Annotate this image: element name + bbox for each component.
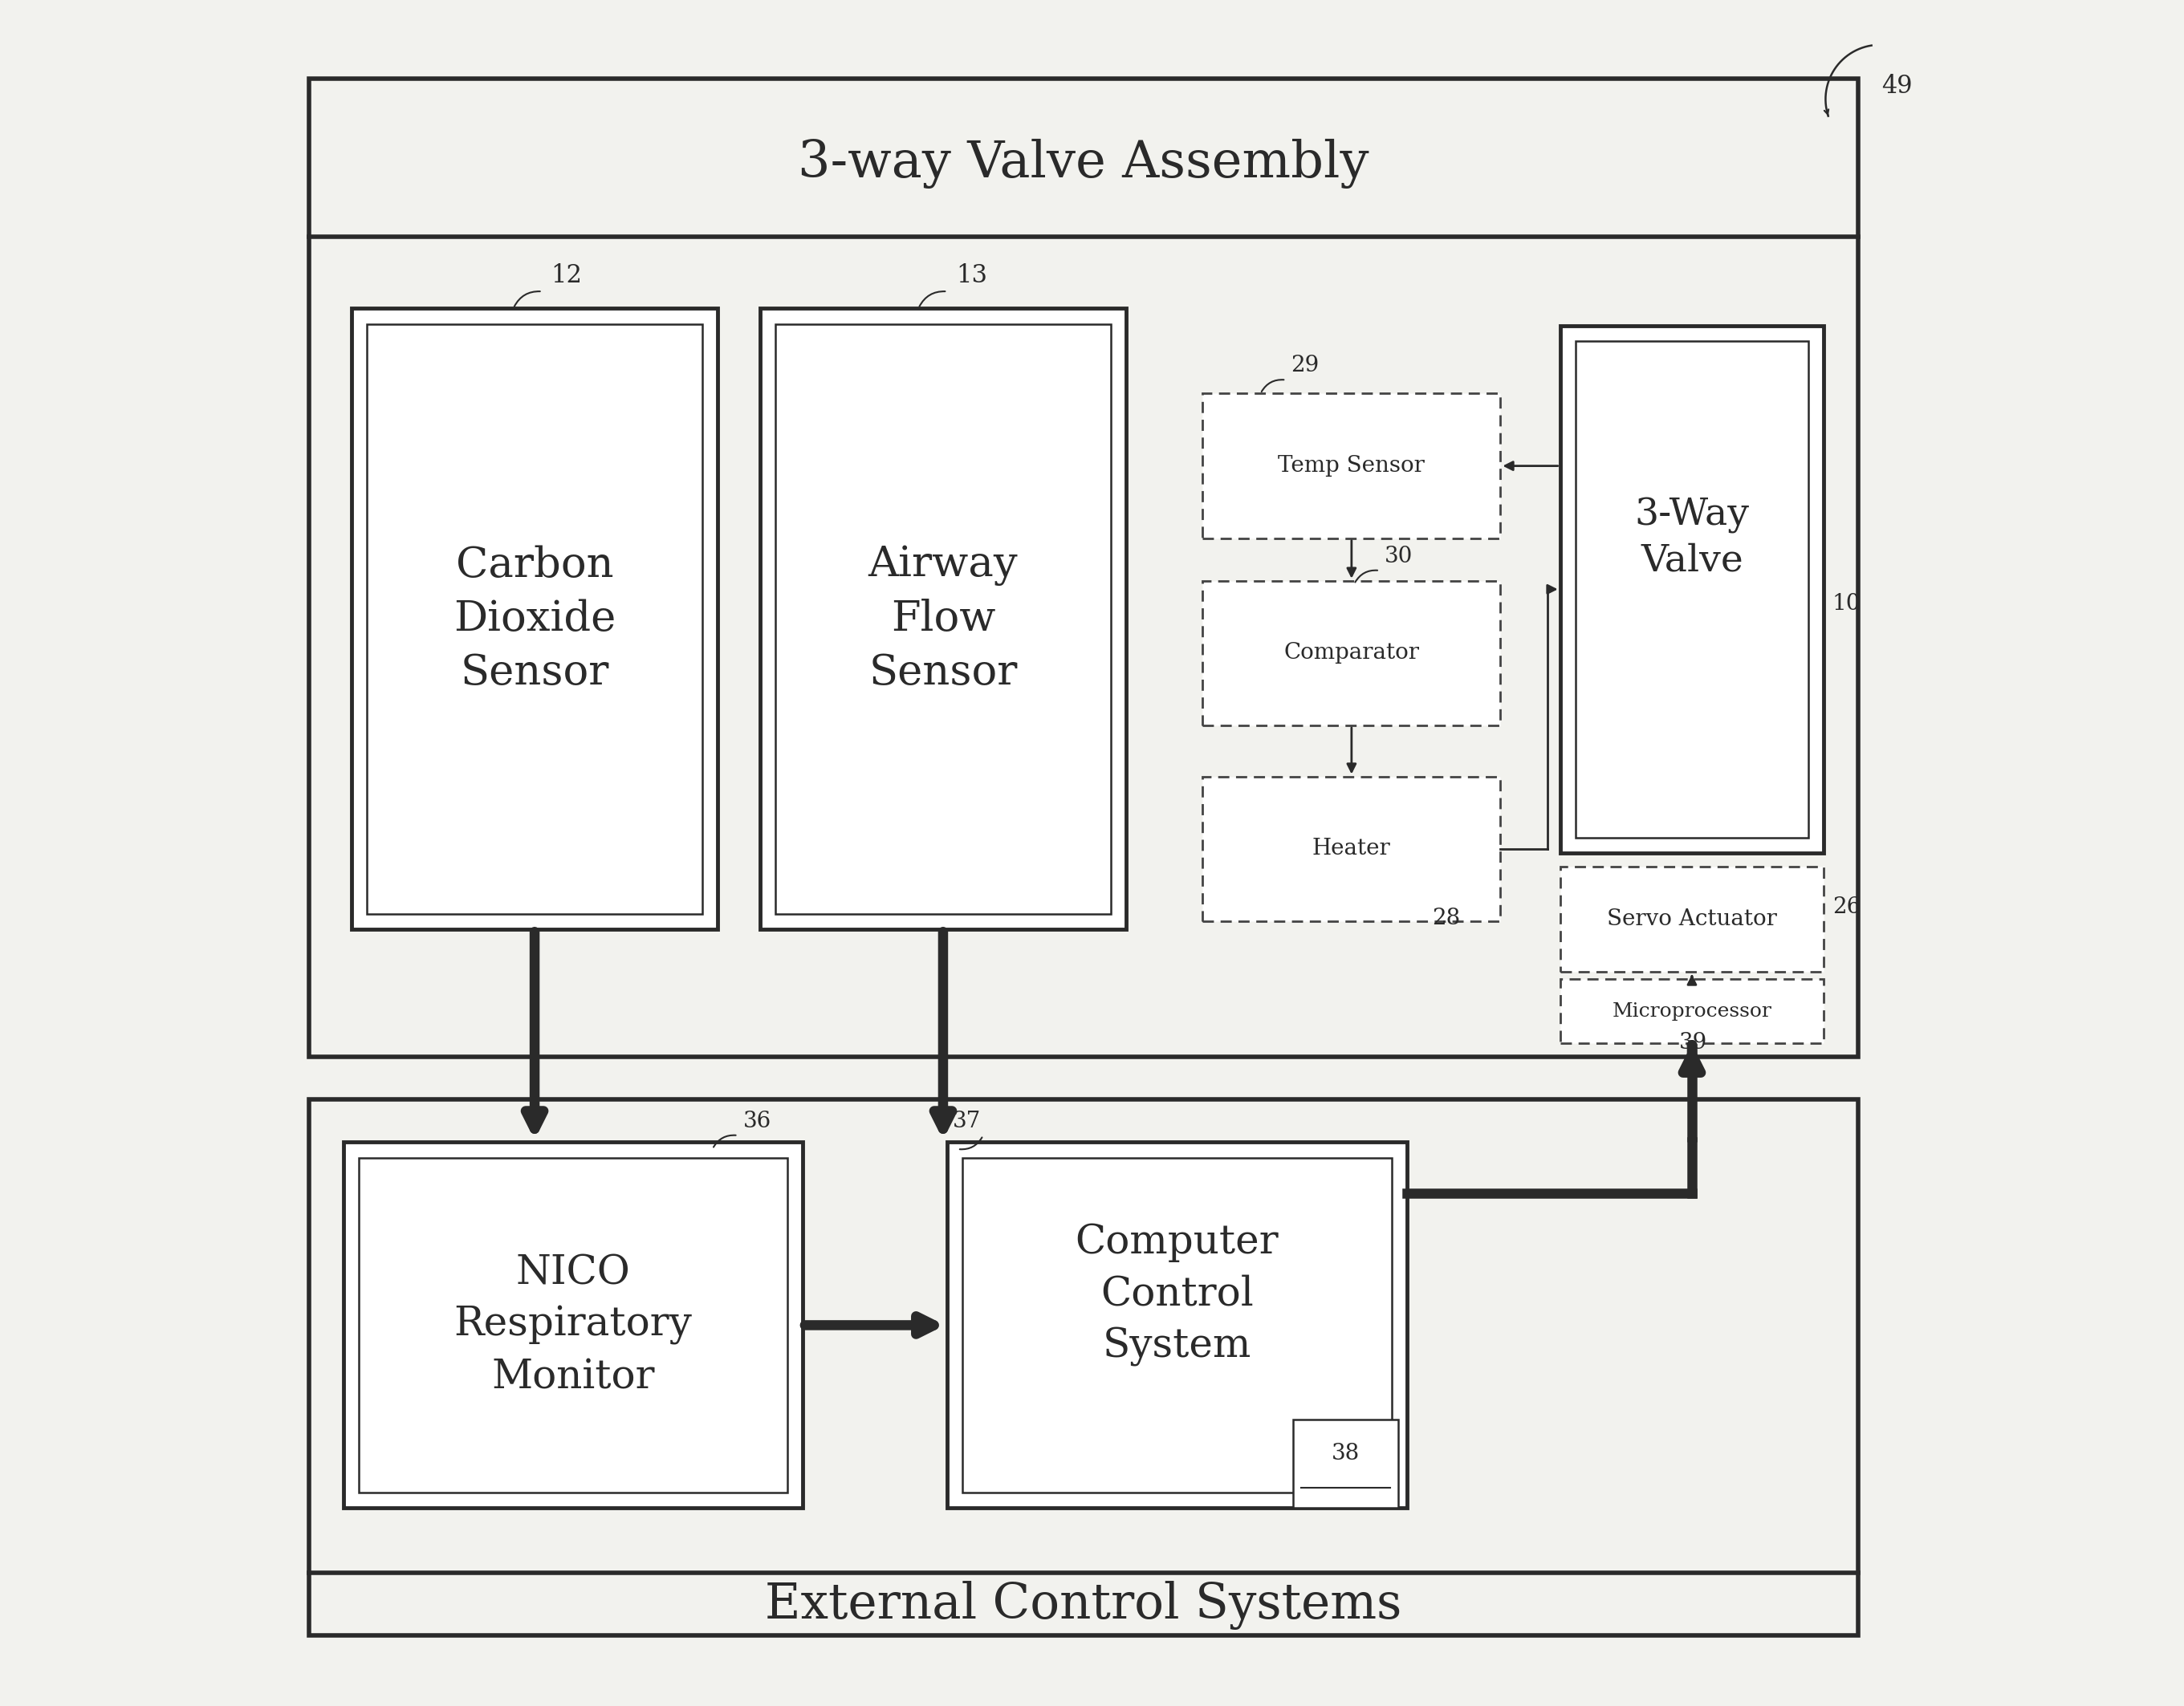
Bar (1203, 580, 1500, 725)
Text: 39: 39 (1679, 1032, 1708, 1054)
Text: Heater: Heater (1313, 838, 1391, 860)
Text: 10: 10 (1832, 594, 1861, 614)
Text: Computer
Control
System: Computer Control System (1075, 1223, 1280, 1367)
Bar (367, 324, 703, 914)
Text: External Control Systems: External Control Systems (764, 1581, 1402, 1629)
Bar (310, 1100, 1859, 1636)
Bar (358, 1158, 788, 1493)
Bar (352, 309, 719, 930)
Bar (1559, 326, 1824, 853)
Text: Comparator: Comparator (1284, 641, 1420, 664)
Text: Airway
Flow
Sensor: Airway Flow Sensor (869, 544, 1018, 693)
Bar (760, 309, 1127, 930)
Bar (310, 78, 1859, 1058)
Text: 38: 38 (1332, 1443, 1361, 1464)
Bar (1559, 867, 1824, 972)
Text: 28: 28 (1433, 908, 1461, 930)
Text: NICO
Respiratory
Monitor: NICO Respiratory Monitor (454, 1254, 692, 1397)
Text: 13: 13 (957, 263, 987, 288)
Bar (1203, 776, 1500, 921)
Text: 30: 30 (1385, 546, 1413, 566)
Text: Microprocessor: Microprocessor (1612, 1001, 1771, 1020)
Text: 3-way Valve Assembly: 3-way Valve Assembly (797, 138, 1369, 189)
Bar (963, 1158, 1391, 1493)
Bar (1559, 979, 1824, 1044)
Text: Temp Sensor: Temp Sensor (1278, 456, 1424, 476)
Text: Servo Actuator: Servo Actuator (1607, 909, 1778, 930)
Text: 26: 26 (1832, 896, 1861, 918)
Text: 29: 29 (1291, 355, 1319, 377)
Bar (948, 1143, 1406, 1508)
Bar (343, 1143, 804, 1508)
Bar (775, 324, 1112, 914)
Text: 3-Way
Valve: 3-Way Valve (1634, 498, 1749, 578)
Bar (1293, 1419, 1398, 1508)
Text: 12: 12 (550, 263, 583, 288)
Text: 37: 37 (952, 1111, 981, 1133)
Text: Carbon
Dioxide
Sensor: Carbon Dioxide Sensor (454, 544, 616, 693)
Text: 36: 36 (743, 1111, 771, 1133)
Bar (1203, 394, 1500, 537)
Bar (1575, 341, 1808, 838)
Text: 49: 49 (1880, 73, 1913, 99)
